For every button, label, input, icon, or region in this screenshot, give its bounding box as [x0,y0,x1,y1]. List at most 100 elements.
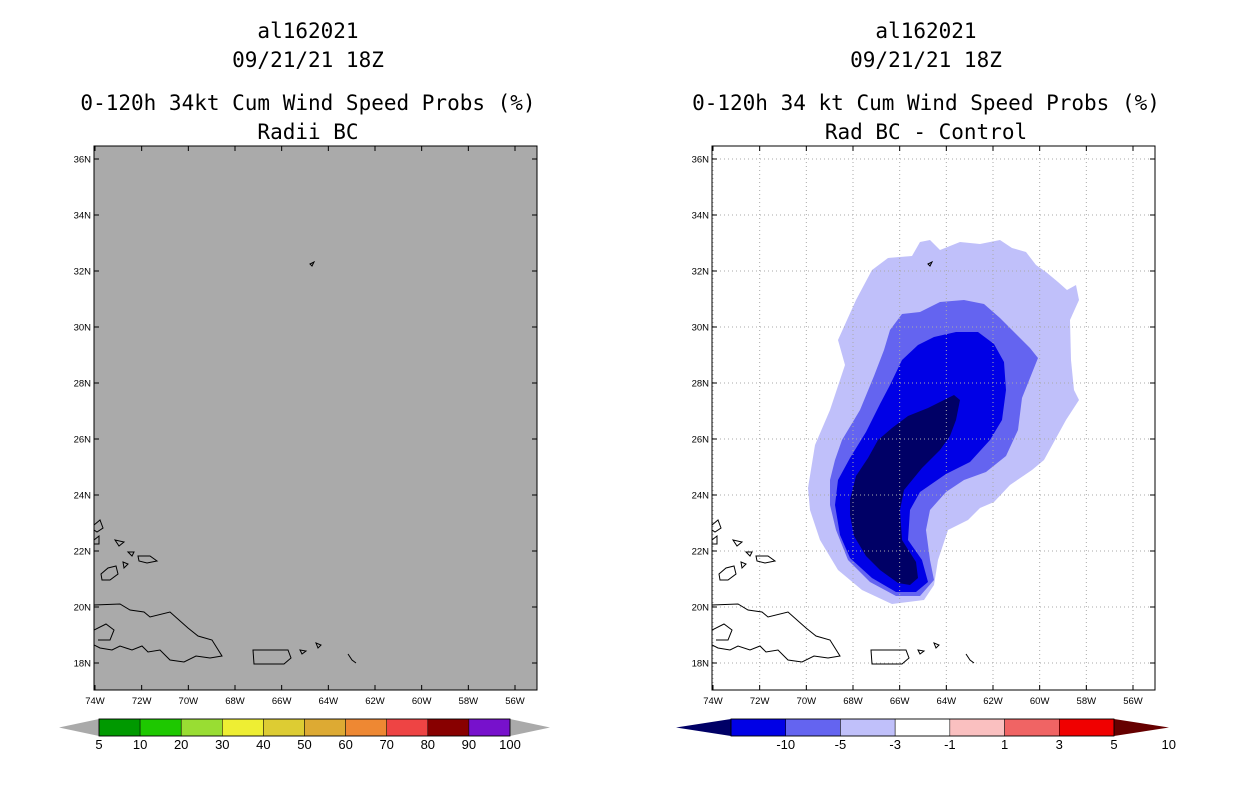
colorbar-segment [1059,718,1115,737]
x-tick-label: 68W [225,696,245,707]
y-tick-label: 30N [74,323,92,334]
colorbar-segment [730,718,786,737]
colorbar-label: 100 [499,737,521,752]
left-island-f [126,551,135,557]
colorbar-label: 10 [133,737,147,752]
left-storm-id: al162021 [257,19,358,43]
left-datetime: 09/21/21 18Z [232,48,384,72]
y-tick-label: 26N [692,435,710,446]
right-bermuda [927,260,934,267]
y-tick-label: 24N [692,491,710,502]
left-island-e [137,555,159,564]
colorbar-label: -10 [776,737,795,752]
y-tick-label: 34N [692,211,710,222]
left-map-area [94,146,537,690]
right-island-c [712,534,718,545]
x-tick-label: 70W [797,696,817,707]
x-tick-label: 64W [319,696,339,707]
x-tick-label: 74W [85,696,105,707]
colorbar-segment [263,718,305,737]
x-tick-label: 56W [505,696,525,707]
right-storm-id: al162021 [875,19,976,43]
right-island-g [740,561,747,570]
right-colorbar: -10 -5 -3 -1 1 3 5 10 [676,718,1176,752]
colorbar-segment [468,718,511,737]
colorbar-segment [345,718,387,737]
left-subtitle: Radii BC [257,120,358,144]
colorbar-label: 10 [1161,737,1175,752]
x-tick-label: 74W [703,696,723,707]
colorbar-segment [304,718,346,737]
left-island-h [299,649,308,655]
x-tick-label: 60W [412,696,432,707]
y-tick-label: 20N [74,603,92,614]
colorbar-frame [98,718,511,737]
right-island-b [712,519,722,533]
x-tick-label: 72W [750,696,770,707]
x-tick-label: 66W [272,696,292,707]
y-tick-label: 32N [692,267,710,278]
colorbar-label: 60 [338,737,352,752]
left-island-j [347,653,357,664]
x-tick-label: 62W [983,696,1003,707]
x-tick-label: 56W [1123,696,1143,707]
colorbar-label: -3 [889,737,901,752]
left-panel: al162021 09/21/21 18Z 0-120h 34kt Cum Wi… [59,19,550,752]
left-island-i [315,642,322,649]
colorbar-label: 5 [1110,737,1117,752]
colorbar-frame [730,718,1115,737]
colorbar-segment [139,718,182,737]
left-island-d [113,539,126,547]
y-tick-label: 28N [692,379,710,390]
x-tick-label: 58W [459,696,479,707]
colorbar-end-high [510,719,550,736]
x-tick-label: 60W [1030,696,1050,707]
left-bermuda [309,260,316,267]
left-title: 0-120h 34kt Cum Wind Speed Probs (%) [80,91,535,115]
y-tick-label: 26N [74,435,92,446]
colorbar-label: 70 [379,737,393,752]
colorbar-segment [840,718,896,737]
right-island-a [718,565,737,581]
colorbar-segment [1004,718,1060,737]
right-island-j [965,653,975,664]
y-tick-label: 22N [74,547,92,558]
left-haiti-west [94,623,115,641]
y-tick-label: 30N [692,323,710,334]
colorbar-segment [785,718,841,737]
colorbar-label: 50 [297,737,311,752]
right-island-d [731,539,744,547]
right-axes: 74W 72W 70W 68W 66W 64W 62W 60W 58W 56W 18N 20N 22N 2… [692,146,1155,707]
colorbar-label: -5 [835,737,847,752]
right-island-i [933,642,940,649]
colorbar-label: -1 [944,737,956,752]
x-tick-label: 58W [1077,696,1097,707]
right-hispaniola [712,603,841,663]
right-panel: al162021 09/21/21 18Z 0-120h 34 kt Cum W… [676,19,1176,752]
left-coastlines [94,260,357,665]
y-tick-label: 34N [74,211,92,222]
colorbar-segment [427,718,470,737]
y-tick-label: 24N [74,491,92,502]
x-tick-label: 68W [843,696,863,707]
y-tick-label: 22N [692,547,710,558]
right-coastlines [712,260,975,665]
colorbar-label: 20 [174,737,188,752]
left-map-frame [93,145,538,691]
right-map-frame [711,145,1156,691]
x-tick-label: 72W [132,696,152,707]
left-axes: 74W 72W 70W 68W 66W 64W 62W 60W 58W 56W 18N 20N 22N 2… [74,146,537,707]
y-tick-label: 18N [692,659,710,670]
y-tick-label: 32N [74,267,92,278]
left-island-a [100,565,119,581]
colorbar-end-low [59,719,99,736]
left-colorbar: 5 10 20 30 40 50 60 70 80 90 100 [59,718,550,752]
colorbar-label: 30 [215,737,229,752]
right-island-f [744,551,753,557]
colorbar-segment [894,718,951,737]
y-tick-label: 36N [74,155,92,166]
colorbar-label: 80 [421,737,435,752]
left-island-g [122,561,129,570]
colorbar-label: 5 [95,737,102,752]
